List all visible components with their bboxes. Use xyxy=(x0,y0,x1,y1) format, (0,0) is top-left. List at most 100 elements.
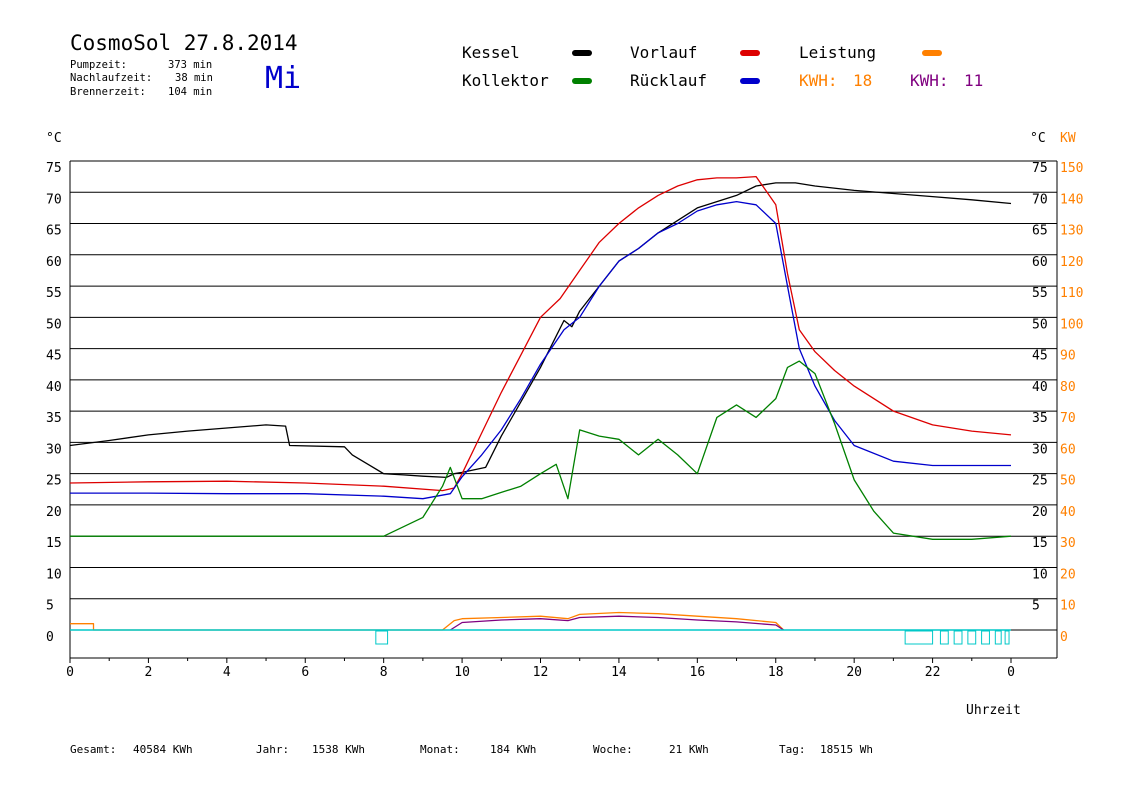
y-axis-unit-kw: KW xyxy=(1060,131,1076,146)
y-tick-right-20: 20 xyxy=(1032,505,1048,520)
y-tick-right-40: 40 xyxy=(1032,380,1048,395)
y-tick-kw-90: 90 xyxy=(1060,349,1076,364)
x-tick-label-11: 22 xyxy=(925,665,941,680)
y-tick-left-55: 55 xyxy=(46,286,62,301)
footer-value-tag: 18515 Wh xyxy=(820,743,873,756)
y-tick-kw-10: 10 xyxy=(1060,599,1076,614)
x-tick-label-6: 12 xyxy=(533,665,549,680)
legend-swatch-ruecklauf xyxy=(740,78,760,84)
legend-label-kessel: Kessel xyxy=(462,43,520,62)
pump-box-7 xyxy=(1004,630,1010,645)
legend-kwh-value-1: 18 xyxy=(853,71,872,90)
y-tick-left-40: 40 xyxy=(46,380,62,395)
y-tick-kw-50: 50 xyxy=(1060,474,1076,489)
y-tick-right-5: 5 xyxy=(1032,599,1040,614)
weekday-label: Mi xyxy=(265,61,301,96)
y-tick-left-45: 45 xyxy=(46,349,62,364)
pump-box-0 xyxy=(375,630,389,645)
y-tick-right-65: 65 xyxy=(1032,224,1048,239)
y-tick-kw-130: 130 xyxy=(1060,224,1083,239)
info-value-1: 38 min xyxy=(175,72,213,84)
legend-swatch-kessel xyxy=(572,50,592,56)
legend-kwh-label-1: KWH: xyxy=(799,71,838,90)
y-tick-left-15: 15 xyxy=(46,536,62,551)
legend-swatch-vorlauf xyxy=(740,50,760,56)
y-tick-left-30: 30 xyxy=(46,442,62,457)
y-tick-kw-20: 20 xyxy=(1060,567,1076,582)
info-value-0: 373 min xyxy=(168,59,212,71)
y-tick-left-60: 60 xyxy=(46,255,62,270)
series-line-4 xyxy=(70,611,785,631)
y-tick-right-60: 60 xyxy=(1032,255,1048,270)
y-tick-left-65: 65 xyxy=(46,224,62,239)
footer-label-monat: Monat: xyxy=(420,743,460,756)
y-tick-kw-40: 40 xyxy=(1060,505,1076,520)
x-tick-label-1: 2 xyxy=(145,665,153,680)
series-line-0 xyxy=(69,182,1012,479)
legend-label-leistung: Leistung xyxy=(799,43,876,62)
y-tick-left-0: 0 xyxy=(46,630,54,645)
footer-label-jahr: Jahr: xyxy=(256,743,289,756)
pump-box-2 xyxy=(939,630,949,645)
y-tick-kw-150: 150 xyxy=(1060,161,1083,176)
x-tick-label-9: 18 xyxy=(768,665,784,680)
y-tick-kw-140: 140 xyxy=(1060,192,1083,207)
y-tick-left-25: 25 xyxy=(46,474,62,489)
info-label-1: Nachlaufzeit: xyxy=(70,72,152,84)
y-tick-left-20: 20 xyxy=(46,505,62,520)
x-tick-label-8: 16 xyxy=(690,665,706,680)
footer-value-woche: 21 KWh xyxy=(669,743,709,756)
y-tick-kw-30: 30 xyxy=(1060,536,1076,551)
series-line-5 xyxy=(449,615,784,631)
y-tick-left-35: 35 xyxy=(46,411,62,426)
y-tick-left-70: 70 xyxy=(46,192,62,207)
y-tick-left-50: 50 xyxy=(46,317,62,332)
x-tick-label-10: 20 xyxy=(846,665,862,680)
pump-box-5 xyxy=(981,630,990,645)
y-tick-kw-110: 110 xyxy=(1060,286,1083,301)
x-tick-label-0: 0 xyxy=(66,665,74,680)
y-tick-right-30: 30 xyxy=(1032,442,1048,457)
pump-box-6 xyxy=(994,630,1002,645)
footer-label-woche: Woche: xyxy=(593,743,633,756)
y-tick-kw-80: 80 xyxy=(1060,380,1076,395)
footer-label-tag: Tag: xyxy=(779,743,806,756)
info-label-0: Pumpzeit: xyxy=(70,59,127,71)
y-tick-left-75: 75 xyxy=(46,161,62,176)
y-tick-left-5: 5 xyxy=(46,599,54,614)
y-axis-unit-right: °C xyxy=(1030,131,1046,146)
y-tick-right-75: 75 xyxy=(1032,161,1048,176)
legend-label-kollektor: Kollektor xyxy=(462,71,549,90)
x-tick-label-4: 8 xyxy=(380,665,388,680)
x-tick-label-7: 14 xyxy=(611,665,627,680)
y-tick-right-55: 55 xyxy=(1032,286,1048,301)
x-tick-label-12: 0 xyxy=(1007,665,1015,680)
pump-markers xyxy=(70,629,1011,645)
series-line-1 xyxy=(69,175,1012,492)
info-value-2: 104 min xyxy=(168,86,212,98)
y-tick-kw-120: 120 xyxy=(1060,255,1083,270)
legend-swatch-kollektor xyxy=(572,78,592,84)
y-tick-kw-100: 100 xyxy=(1060,317,1083,332)
axis-ticks: 7570656055504540353025201510507570656055… xyxy=(46,161,1083,680)
legend-kwh-label-2: KWH: xyxy=(910,71,949,90)
y-tick-right-15: 15 xyxy=(1032,536,1048,551)
footer-value-gesamt: 40584 KWh xyxy=(133,743,193,756)
grid-lines xyxy=(69,160,1058,659)
y-tick-right-35: 35 xyxy=(1032,411,1048,426)
y-tick-kw-70: 70 xyxy=(1060,411,1076,426)
legend-swatch-leistung xyxy=(922,50,942,56)
series-lines xyxy=(69,175,1012,631)
x-tick-label-5: 10 xyxy=(454,665,470,680)
y-axis-unit-left: °C xyxy=(46,131,62,146)
pump-box-4 xyxy=(967,630,977,645)
y-tick-kw-60: 60 xyxy=(1060,442,1076,457)
y-tick-right-25: 25 xyxy=(1032,474,1048,489)
x-tick-label-2: 4 xyxy=(223,665,231,680)
y-tick-left-10: 10 xyxy=(46,567,62,582)
pump-box-3 xyxy=(953,630,963,645)
series-line-2 xyxy=(70,200,1011,500)
info-label-2: Brennerzeit: xyxy=(70,86,146,98)
y-tick-right-50: 50 xyxy=(1032,317,1048,332)
legend-kwh-value-2: 11 xyxy=(964,71,983,90)
